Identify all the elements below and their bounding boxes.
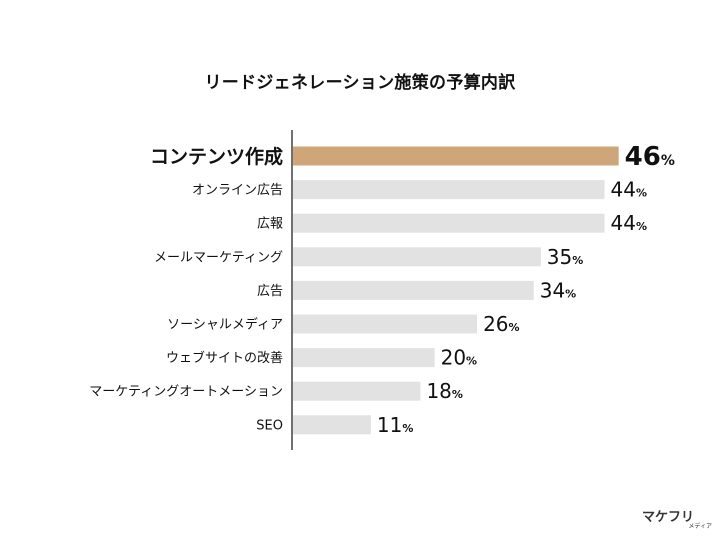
category-label: 広告 xyxy=(257,284,283,299)
bar xyxy=(293,415,371,435)
category-label: オンライン広告 xyxy=(192,183,283,198)
category-label: マーケティングオートメーション xyxy=(89,385,283,400)
category-label: メールマーケティング xyxy=(154,250,283,265)
data-label: 11% xyxy=(377,413,413,437)
bar xyxy=(293,213,605,233)
data-label: 18% xyxy=(426,379,462,403)
data-label: 26% xyxy=(483,312,519,336)
data-label: 46% xyxy=(625,142,675,172)
category-label: ウェブサイトの改善 xyxy=(166,350,283,366)
category-label: ソーシャルメディア xyxy=(167,317,283,333)
data-label: 44% xyxy=(611,178,647,202)
category-label: コンテンツ作成 xyxy=(150,145,283,168)
brand-logo: マケフリ メディア xyxy=(642,506,712,530)
logo-main: マケフリ xyxy=(642,510,695,525)
bar xyxy=(293,247,541,267)
data-label: 20% xyxy=(441,346,477,370)
bar xyxy=(293,180,605,200)
data-label: 35% xyxy=(547,245,583,269)
logo-sub: メディア xyxy=(688,523,712,530)
bar xyxy=(293,348,435,368)
category-label: SEO xyxy=(256,418,283,433)
data-label: 34% xyxy=(540,278,576,302)
bar xyxy=(293,146,619,166)
bar xyxy=(293,314,478,334)
data-label: 44% xyxy=(611,211,647,235)
chart-title: リードジェネレーション施策の予算内訳 xyxy=(204,73,516,93)
bar xyxy=(293,381,421,401)
bar xyxy=(293,280,534,300)
category-label: 広報 xyxy=(257,217,283,232)
